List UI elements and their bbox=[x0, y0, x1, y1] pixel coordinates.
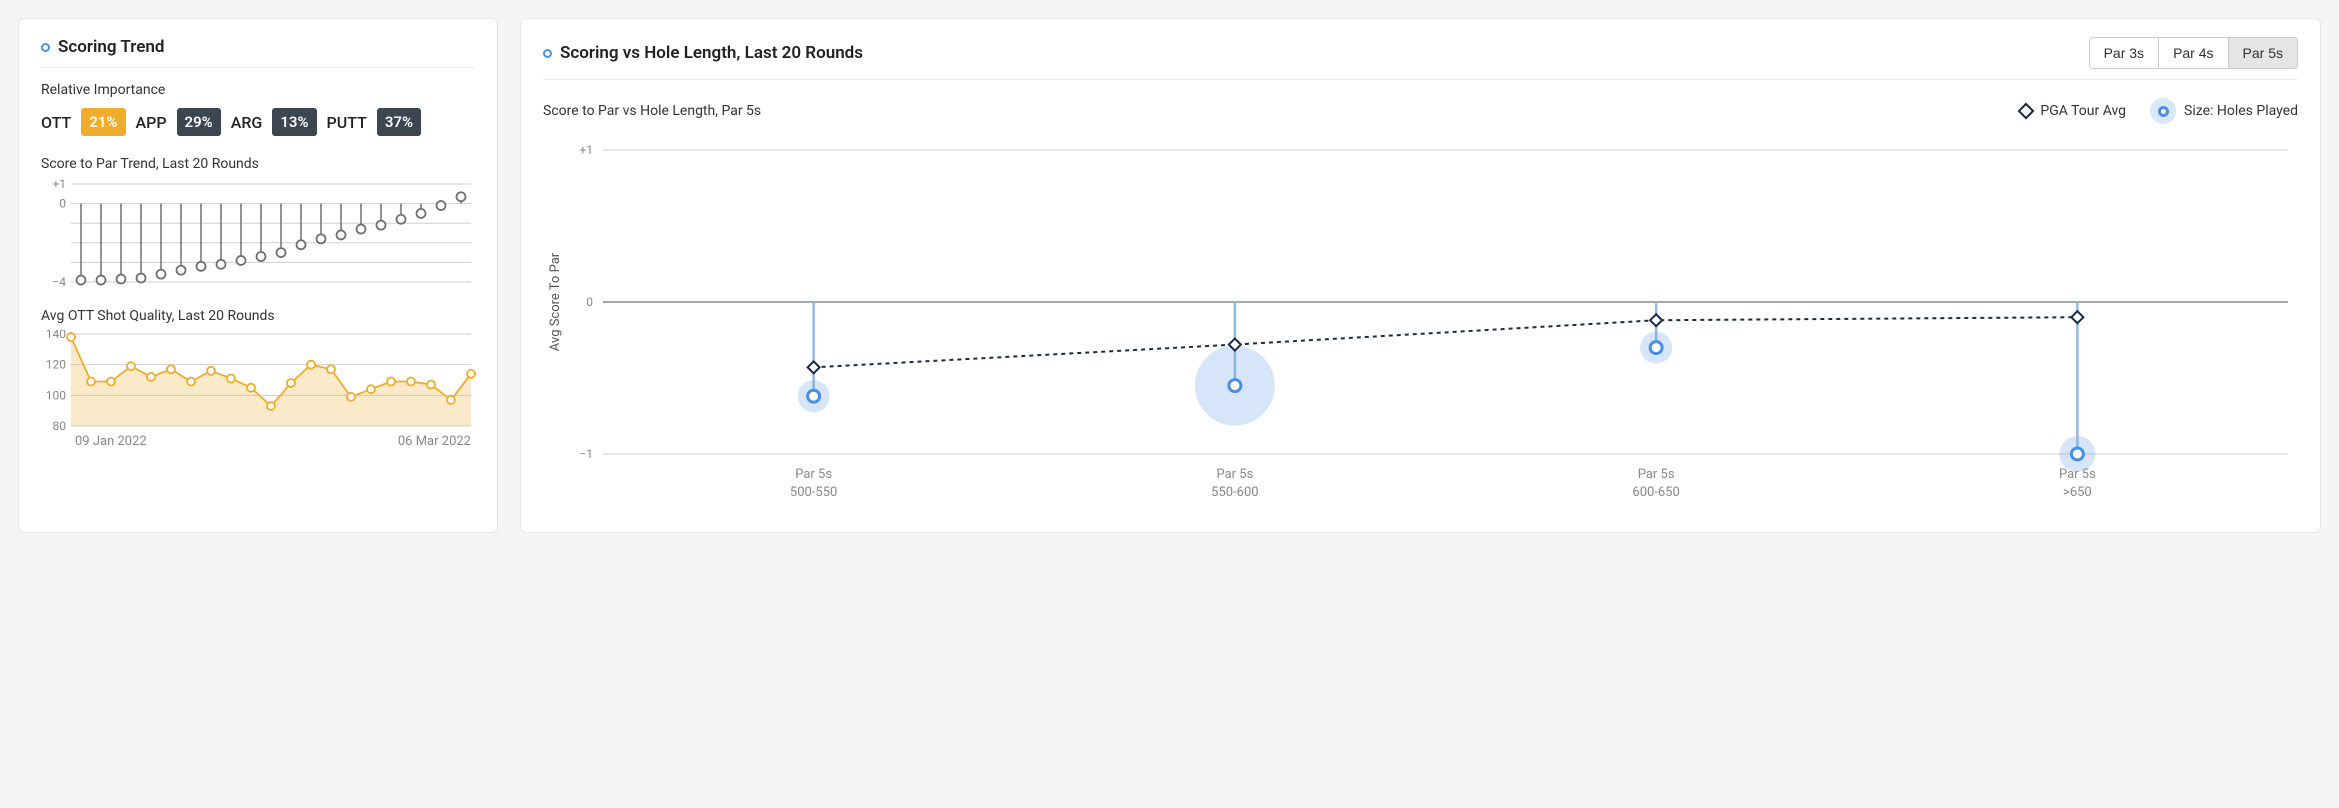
importance-badge: 21% bbox=[81, 108, 125, 136]
svg-text:120: 120 bbox=[46, 358, 66, 372]
svg-text:Par 5s: Par 5s bbox=[795, 467, 832, 482]
legend-size: Size: Holes Played bbox=[2150, 98, 2298, 124]
bullet-icon bbox=[41, 43, 50, 52]
svg-text:+1: +1 bbox=[579, 143, 593, 157]
chart-subtitle: Score to Par vs Hole Length, Par 5s bbox=[543, 103, 761, 119]
relative-importance-row: OTT 21% APP 29% ARG 13% PUTT 37% bbox=[41, 108, 475, 136]
card-title: Scoring vs Hole Length, Last 20 Rounds bbox=[560, 43, 863, 63]
svg-text:Avg Score To Par: Avg Score To Par bbox=[548, 252, 563, 351]
svg-text:550-600: 550-600 bbox=[1211, 485, 1258, 500]
hole-length-chart: Avg Score To Par −1 0 +1 Par 5s 500-550 Par 5s… bbox=[543, 130, 2298, 510]
svg-text:+1: +1 bbox=[52, 178, 66, 191]
svg-text:−1: −1 bbox=[579, 447, 593, 461]
relative-importance-label: Relative Importance bbox=[41, 82, 475, 98]
score-trend-title: Score to Par Trend, Last 20 Rounds bbox=[41, 156, 475, 172]
importance-badge: 29% bbox=[177, 108, 221, 136]
right-card-header: Scoring vs Hole Length, Last 20 Rounds P… bbox=[543, 37, 2298, 80]
svg-text:−4: −4 bbox=[52, 275, 66, 288]
svg-text:>650: >650 bbox=[2063, 485, 2092, 500]
importance-label: OTT bbox=[41, 113, 71, 132]
importance-label: APP bbox=[136, 113, 167, 132]
scoring-trend-card: Scoring Trend Relative Importance OTT 21%… bbox=[18, 18, 498, 533]
ott-quality-title: Avg OTT Shot Quality, Last 20 Rounds bbox=[41, 308, 475, 324]
par-segmented-control: Par 3sPar 4sPar 5s bbox=[2089, 37, 2298, 69]
legend-pga: PGA Tour Avg bbox=[2020, 103, 2126, 119]
importance-label: PUTT bbox=[327, 113, 367, 132]
bullet-icon bbox=[543, 49, 552, 58]
svg-text:Par 5s: Par 5s bbox=[1216, 467, 1253, 482]
svg-text:140: 140 bbox=[46, 330, 66, 341]
chart-legend: PGA Tour Avg Size: Holes Played bbox=[2020, 98, 2298, 124]
par-tab[interactable]: Par 5s bbox=[2229, 38, 2297, 68]
svg-text:100: 100 bbox=[46, 388, 66, 402]
svg-text:0: 0 bbox=[59, 197, 66, 211]
par-tab[interactable]: Par 4s bbox=[2159, 38, 2228, 68]
score-trend-chart: −4 0 +1 bbox=[41, 178, 477, 288]
svg-text:0: 0 bbox=[586, 295, 593, 309]
svg-text:600-650: 600-650 bbox=[1632, 485, 1679, 500]
diamond-icon bbox=[2018, 103, 2035, 120]
legend-pga-label: PGA Tour Avg bbox=[2040, 103, 2126, 119]
legend-size-label: Size: Holes Played bbox=[2184, 103, 2298, 119]
bubble-icon bbox=[2150, 98, 2176, 124]
date-axis: 09 Jan 2022 06 Mar 2022 bbox=[41, 430, 477, 452]
svg-text:Par 5s: Par 5s bbox=[1638, 467, 1675, 482]
ott-quality-chart: 80 100 120 140 bbox=[41, 330, 477, 430]
importance-badge: 13% bbox=[272, 108, 316, 136]
par-tab[interactable]: Par 3s bbox=[2090, 38, 2159, 68]
importance-label: ARG bbox=[231, 113, 263, 132]
hole-length-card: Scoring vs Hole Length, Last 20 Rounds P… bbox=[520, 18, 2321, 533]
bubble-icon-inner bbox=[2158, 106, 2169, 117]
card-title: Scoring Trend bbox=[58, 37, 164, 57]
right-subheader: Score to Par vs Hole Length, Par 5s PGA … bbox=[543, 98, 2298, 124]
date-start: 09 Jan 2022 bbox=[75, 434, 147, 449]
importance-badge: 37% bbox=[377, 108, 421, 136]
svg-text:80: 80 bbox=[53, 419, 67, 430]
svg-text:500-550: 500-550 bbox=[790, 485, 837, 500]
card-title-row: Scoring Trend bbox=[41, 37, 475, 68]
date-end: 06 Mar 2022 bbox=[398, 434, 471, 449]
